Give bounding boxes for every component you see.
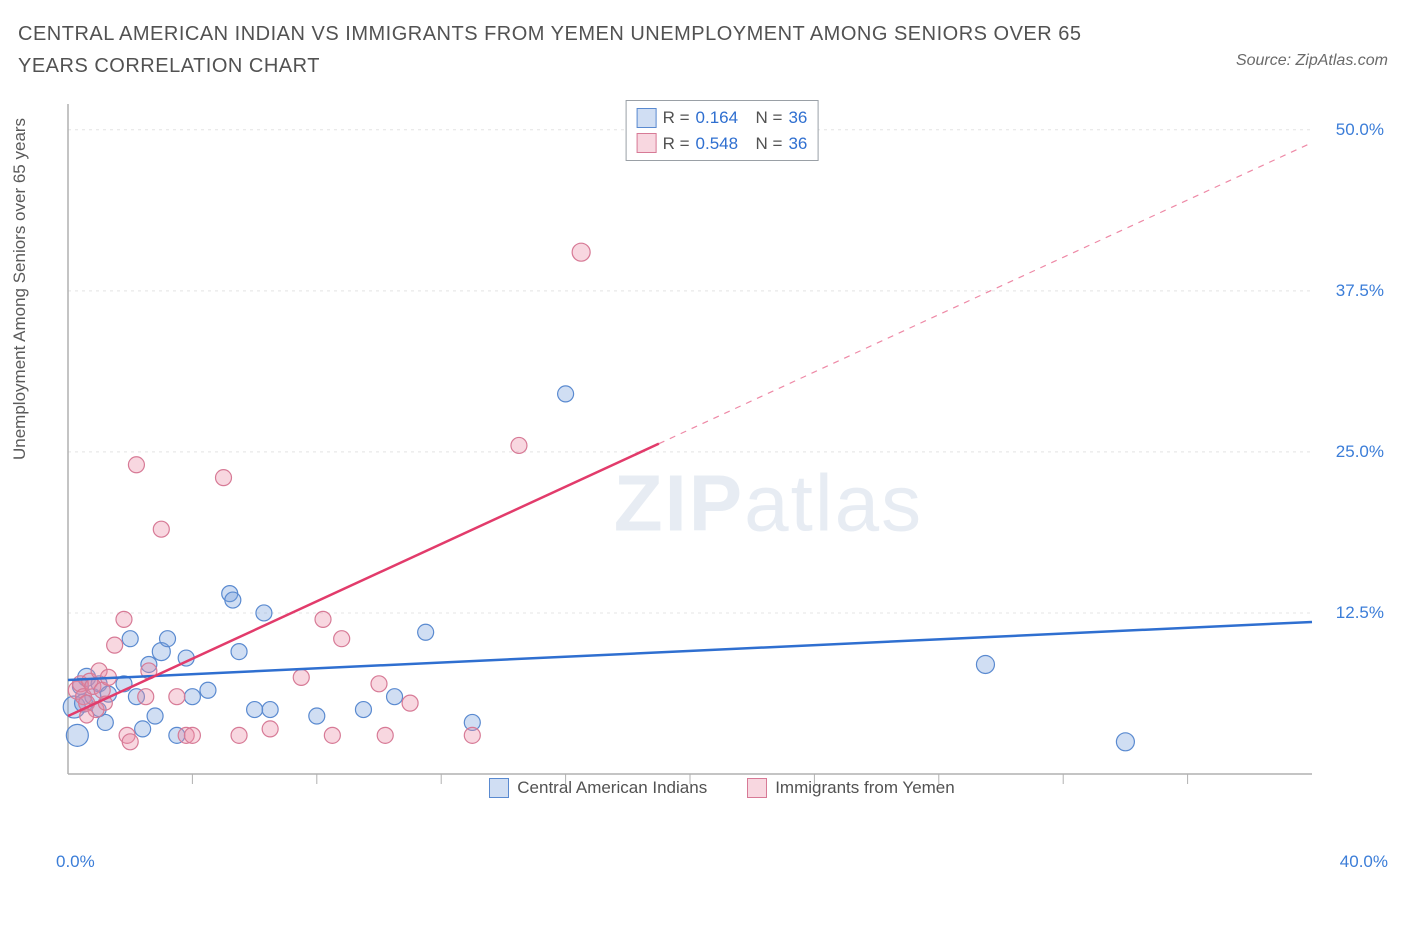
swatch-cai (637, 108, 657, 128)
scatter-plot-svg (62, 100, 1382, 870)
r-value-cai: 0.164 (696, 105, 750, 131)
y-tick-12-5: 12.5% (1336, 603, 1384, 623)
chart-source: Source: ZipAtlas.com (1236, 52, 1388, 70)
y-axis-label: Unemployment Among Seniors over 65 years (10, 118, 30, 460)
title-row: CENTRAL AMERICAN INDIAN VS IMMIGRANTS FR… (18, 18, 1388, 82)
legend-label-yemen: Immigrants from Yemen (775, 778, 955, 798)
y-tick-25: 25.0% (1336, 442, 1384, 462)
y-tick-37-5: 37.5% (1336, 281, 1384, 301)
r-label-yemen: R = (663, 131, 690, 157)
n-label-cai: N = (756, 105, 783, 131)
x-tick-40: 40.0% (1340, 852, 1388, 872)
stats-row-yemen: R = 0.548 N = 36 (637, 131, 808, 157)
plot-area: ZIPatlas R = 0.164 N = 36 R = 0.548 N = … (62, 100, 1382, 870)
n-value-yemen: 36 (788, 131, 807, 157)
r-label-cai: R = (663, 105, 690, 131)
swatch-yemen (637, 133, 657, 153)
legend-item-cai: Central American Indians (489, 778, 707, 798)
series-legend: Central American Indians Immigrants from… (62, 778, 1382, 798)
swatch-cai-icon (489, 778, 509, 798)
x-tick-0: 0.0% (56, 852, 95, 872)
y-tick-50: 50.0% (1336, 120, 1384, 140)
n-label-yemen: N = (756, 131, 783, 157)
n-value-cai: 36 (788, 105, 807, 131)
stats-legend: R = 0.164 N = 36 R = 0.548 N = 36 (626, 100, 819, 161)
legend-label-cai: Central American Indians (517, 778, 707, 798)
stats-row-cai: R = 0.164 N = 36 (637, 105, 808, 131)
r-value-yemen: 0.548 (696, 131, 750, 157)
chart-title: CENTRAL AMERICAN INDIAN VS IMMIGRANTS FR… (18, 18, 1138, 82)
legend-item-yemen: Immigrants from Yemen (747, 778, 955, 798)
swatch-yemen-icon (747, 778, 767, 798)
